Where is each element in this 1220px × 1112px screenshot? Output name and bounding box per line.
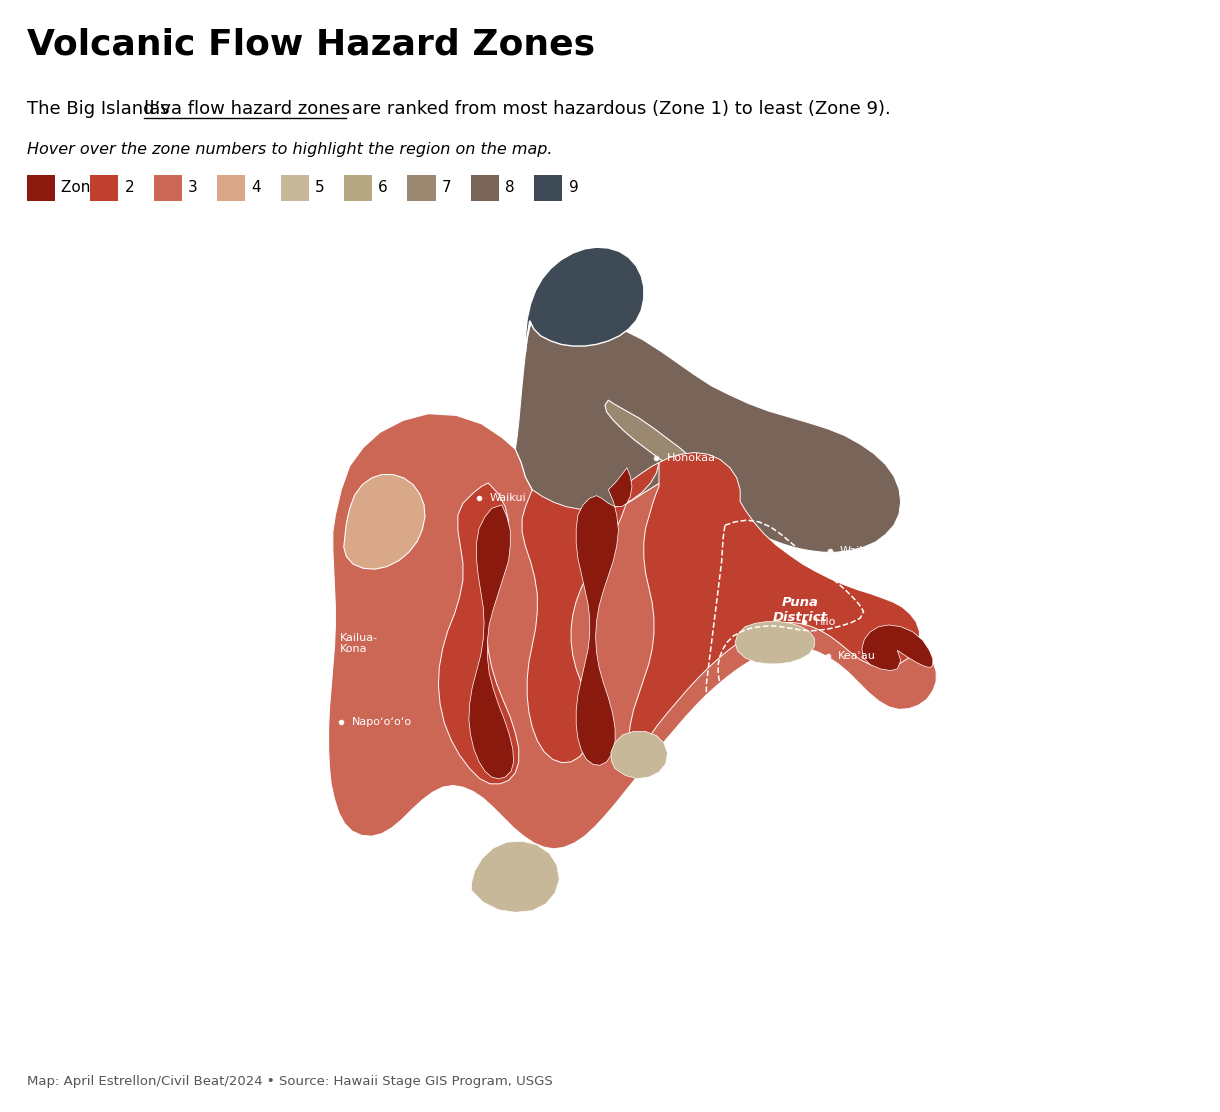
Text: Kailua-
Kona: Kailua- Kona	[339, 633, 378, 654]
Bar	[281, 175, 309, 201]
Text: Napoʻoʻoʻo: Napoʻoʻoʻo	[351, 717, 411, 727]
Text: Waikui: Waikui	[489, 494, 526, 503]
Polygon shape	[438, 483, 518, 784]
Text: Honokaa: Honokaa	[666, 453, 716, 463]
Polygon shape	[526, 247, 644, 353]
Polygon shape	[515, 310, 900, 553]
Bar	[154, 175, 182, 201]
Text: 9: 9	[569, 180, 578, 196]
Polygon shape	[861, 625, 933, 671]
Polygon shape	[522, 463, 659, 763]
Polygon shape	[344, 475, 425, 569]
Text: 5: 5	[315, 180, 325, 196]
Text: Pahala: Pahala	[581, 853, 617, 862]
Text: 6: 6	[378, 180, 388, 196]
Bar	[471, 175, 499, 201]
Polygon shape	[736, 622, 815, 664]
Text: Volcanic Flow Hazard Zones: Volcanic Flow Hazard Zones	[27, 28, 595, 62]
Text: 2: 2	[124, 180, 134, 196]
Text: 7: 7	[442, 180, 451, 196]
Text: 4: 4	[251, 180, 261, 196]
Bar	[27, 175, 55, 201]
Text: 8: 8	[505, 180, 515, 196]
Text: Zone 1: Zone 1	[61, 180, 115, 196]
Bar	[534, 175, 562, 201]
Text: Hover over the zone numbers to highlight the region on the map.: Hover over the zone numbers to highlight…	[27, 142, 553, 157]
Text: Map: April Estrellon/Civil Beat/2024 • Source: Hawaii Stage GIS Program, USGS: Map: April Estrellon/Civil Beat/2024 • S…	[27, 1074, 553, 1088]
Polygon shape	[328, 414, 936, 848]
Polygon shape	[468, 505, 514, 778]
Text: Hilo: Hilo	[815, 616, 836, 626]
Polygon shape	[628, 453, 920, 758]
Text: are ranked from most hazardous (Zone 1) to least (Zone 9).: are ranked from most hazardous (Zone 1) …	[346, 100, 892, 118]
Polygon shape	[605, 400, 711, 486]
Text: lava flow hazard zones: lava flow hazard zones	[144, 100, 350, 118]
Bar	[217, 175, 245, 201]
Text: Wailea: Wailea	[839, 546, 877, 556]
Polygon shape	[611, 732, 667, 778]
Bar	[90, 175, 118, 201]
Bar	[344, 175, 372, 201]
Polygon shape	[576, 468, 632, 765]
Text: Keaʾau: Keaʾau	[838, 652, 876, 662]
Text: The Big Island’s: The Big Island’s	[27, 100, 176, 118]
Text: Puna
District: Puna District	[772, 596, 827, 624]
Text: Nāʼaālehu: Nāʼaālehu	[504, 941, 560, 951]
Text: 3: 3	[188, 180, 198, 196]
Bar	[407, 175, 436, 201]
Polygon shape	[471, 842, 559, 912]
